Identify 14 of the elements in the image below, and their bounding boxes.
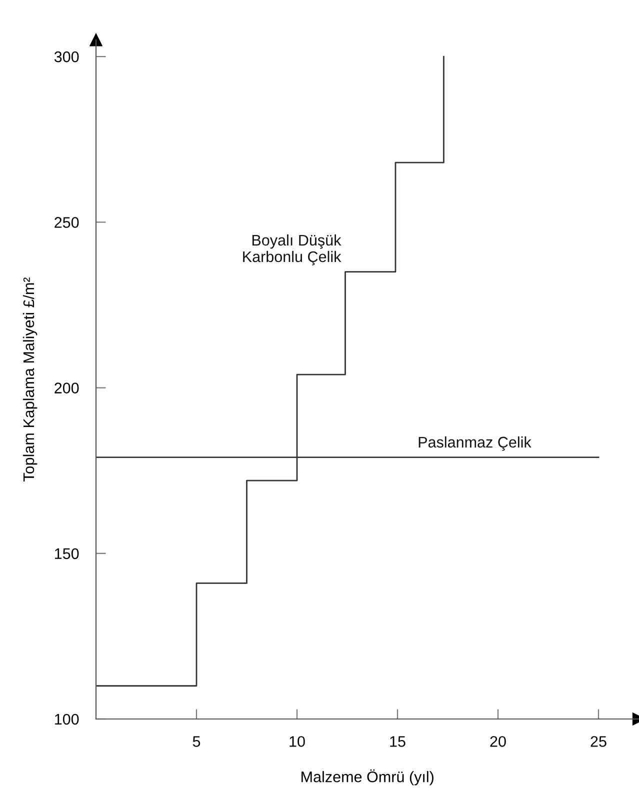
series-label: Boyalı Düşük Karbonlu Çelik bbox=[243, 234, 342, 266]
x-tick-label: 25 bbox=[590, 736, 606, 747]
y-tick-label: 150 bbox=[55, 548, 79, 560]
x-tick-label: 10 bbox=[290, 736, 305, 747]
y-axis-title: Toplam Kaplama Maliyeti £/m² bbox=[22, 277, 38, 482]
x-tick-label: 15 bbox=[390, 736, 406, 747]
y-tick-label: 300 bbox=[54, 51, 79, 62]
y-tick-label: 100 bbox=[55, 714, 79, 725]
x-axis-title: Malzeme Ömrü (yıl) bbox=[302, 769, 434, 786]
x-tick-label: 20 bbox=[490, 736, 506, 747]
series-label: Paslanmaz Çelik bbox=[418, 436, 532, 451]
y-tick-label: 250 bbox=[54, 217, 79, 228]
x-tick-label: 5 bbox=[192, 736, 200, 747]
y-tick-label: 200 bbox=[54, 382, 79, 394]
